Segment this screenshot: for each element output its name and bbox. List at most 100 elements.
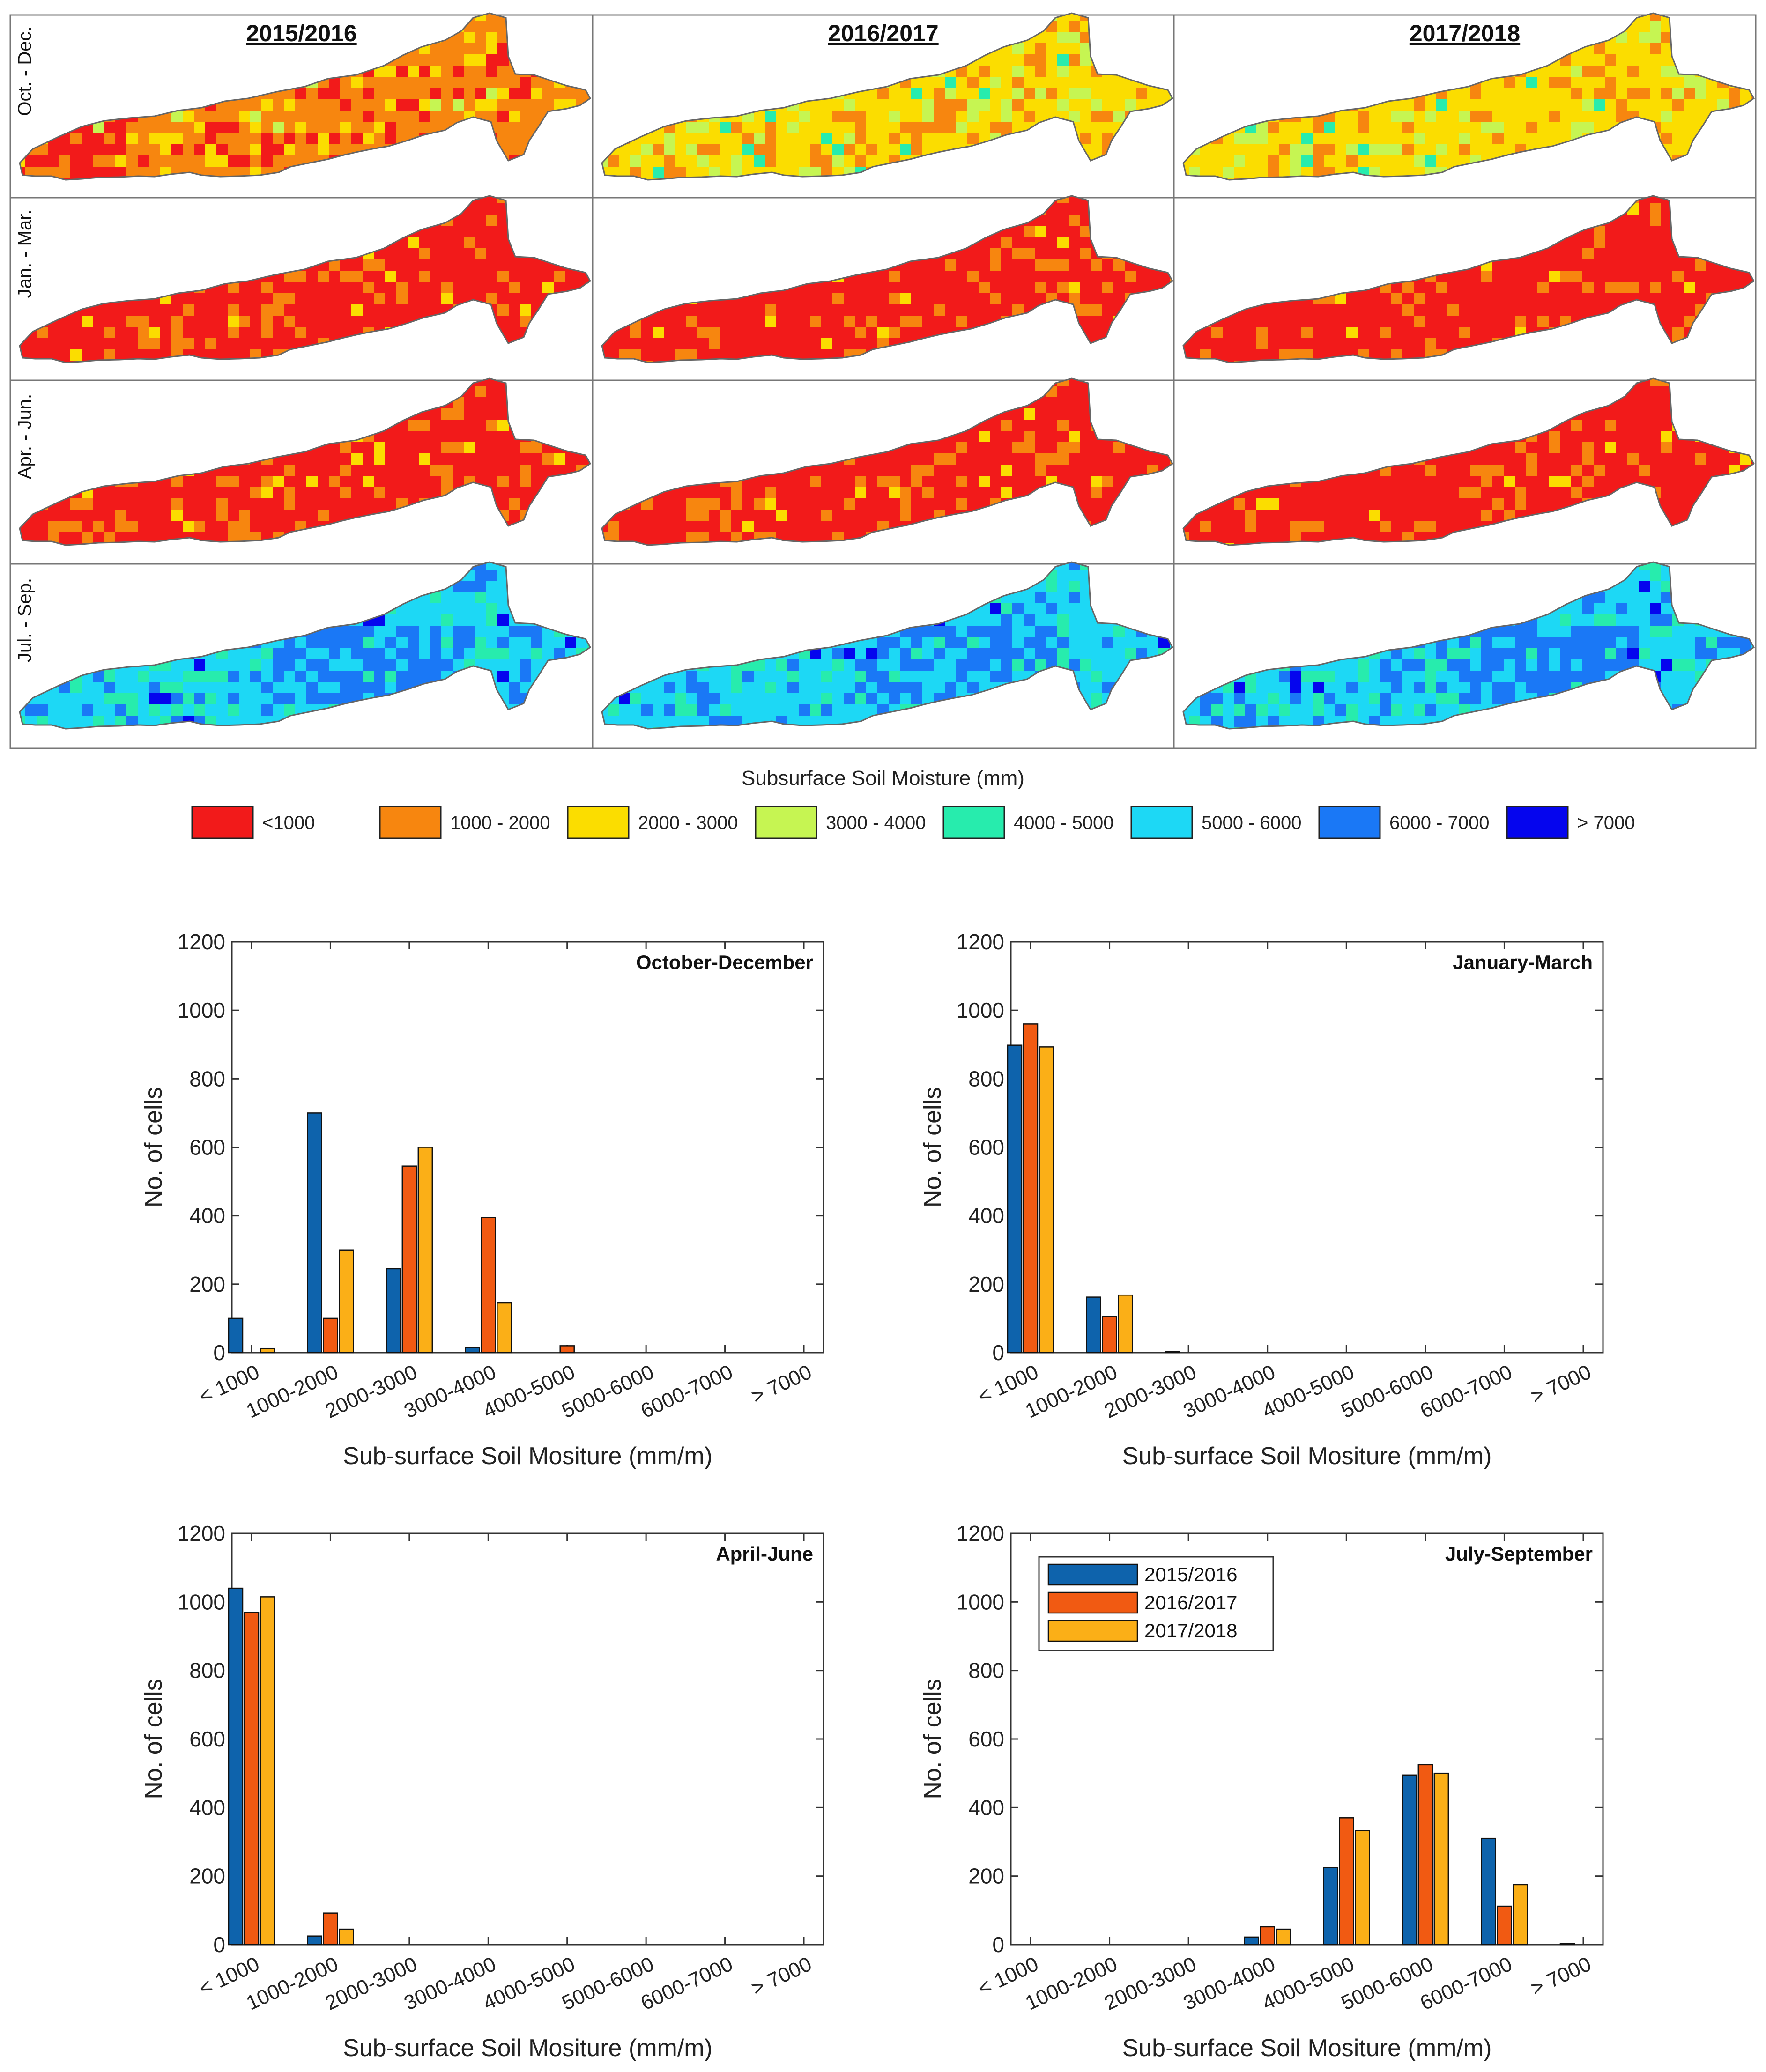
map-cell bbox=[1380, 592, 1391, 603]
map-cell bbox=[653, 248, 664, 259]
map-cell bbox=[1661, 431, 1672, 442]
map-cell bbox=[306, 614, 318, 626]
map-cell bbox=[385, 727, 396, 729]
map-cell bbox=[1594, 237, 1605, 248]
map-cell bbox=[1526, 167, 1537, 178]
map-cell bbox=[273, 648, 284, 659]
map-cell bbox=[1605, 88, 1616, 99]
map-cell bbox=[93, 442, 104, 453]
map-cell bbox=[934, 626, 945, 637]
map-cell bbox=[329, 693, 340, 704]
map-cell bbox=[430, 648, 441, 659]
map-raster bbox=[1183, 378, 1754, 545]
map-cell bbox=[1046, 682, 1057, 693]
map-cell bbox=[1695, 704, 1706, 716]
map-cell bbox=[464, 361, 475, 363]
map-cell bbox=[832, 54, 844, 66]
map-cell bbox=[351, 648, 363, 659]
map-cell bbox=[911, 637, 922, 648]
map-cell bbox=[1170, 259, 1172, 271]
map-cell bbox=[1346, 155, 1358, 167]
map-cell bbox=[1234, 693, 1245, 704]
map-cell bbox=[1616, 704, 1627, 716]
map-cell bbox=[1147, 167, 1158, 178]
map-cell bbox=[664, 682, 675, 693]
map-cell bbox=[464, 581, 475, 592]
map-cell bbox=[306, 397, 318, 408]
map-cell bbox=[48, 66, 59, 77]
map-cell bbox=[306, 659, 318, 671]
map-cell bbox=[205, 88, 216, 99]
map-cell bbox=[340, 682, 351, 693]
map-cell bbox=[754, 66, 765, 77]
map-cell bbox=[686, 510, 697, 521]
map-season-label: Apr. - Jun. bbox=[15, 394, 35, 479]
map-cell bbox=[742, 43, 754, 54]
map-cell bbox=[1594, 648, 1605, 659]
map-cell bbox=[1470, 682, 1481, 693]
map-cell bbox=[171, 716, 183, 727]
map-cell bbox=[104, 682, 115, 693]
map-cell bbox=[576, 543, 587, 545]
map-cell bbox=[531, 510, 542, 521]
map-cell bbox=[945, 77, 956, 88]
map-cell bbox=[1481, 465, 1492, 476]
map-cell bbox=[776, 659, 787, 671]
map-cell bbox=[1301, 637, 1313, 648]
map-cell bbox=[810, 581, 821, 592]
map-cell bbox=[340, 442, 351, 453]
map-cell bbox=[37, 293, 48, 304]
map-cell bbox=[1492, 659, 1504, 671]
map-cell bbox=[351, 167, 363, 178]
map-cell bbox=[1717, 659, 1729, 671]
map-cell bbox=[104, 671, 115, 682]
map-cell bbox=[1481, 408, 1492, 420]
map-cell bbox=[419, 248, 430, 259]
map-cell bbox=[1290, 54, 1301, 66]
map-cell bbox=[82, 167, 93, 178]
map-cell bbox=[1113, 111, 1125, 122]
map-cell bbox=[160, 682, 171, 693]
map-cell bbox=[754, 361, 765, 363]
map-cell bbox=[1571, 420, 1582, 431]
map-cell bbox=[486, 88, 497, 99]
map-cell bbox=[576, 408, 587, 420]
map-cell bbox=[1672, 659, 1684, 671]
map-cell bbox=[126, 476, 138, 487]
map-cell bbox=[1380, 248, 1391, 259]
map-cell bbox=[821, 626, 832, 637]
map-cell bbox=[37, 99, 48, 111]
map-cell bbox=[889, 614, 900, 626]
map-cell bbox=[810, 155, 821, 167]
map-cell bbox=[1402, 659, 1414, 671]
map-cell bbox=[1402, 304, 1414, 316]
map-cell bbox=[1200, 54, 1211, 66]
map-cell bbox=[542, 248, 554, 259]
map-cell bbox=[250, 122, 261, 133]
map-cell bbox=[1470, 581, 1481, 592]
map-cell bbox=[1515, 637, 1526, 648]
map-cell bbox=[787, 682, 799, 693]
map-cell bbox=[340, 155, 351, 167]
map-cell bbox=[59, 271, 70, 282]
bar bbox=[1497, 1905, 1512, 1946]
map-cell bbox=[509, 43, 520, 54]
map-cell bbox=[363, 408, 374, 420]
map-cell bbox=[115, 704, 126, 716]
map-raster bbox=[20, 378, 590, 545]
map-cell bbox=[1012, 498, 1024, 510]
map-cell bbox=[351, 637, 363, 648]
map-cell bbox=[1245, 420, 1256, 431]
map-cell bbox=[1256, 88, 1268, 99]
map-cell bbox=[261, 603, 273, 614]
y-tick-label: 0 bbox=[992, 1932, 1004, 1957]
map-cell bbox=[1402, 77, 1414, 88]
map-season-label: Jul. - Sep. bbox=[15, 578, 35, 662]
map-cell bbox=[273, 304, 284, 316]
map-cell bbox=[149, 592, 160, 603]
map-cell bbox=[318, 510, 329, 521]
map-cell bbox=[486, 99, 497, 111]
map-cell bbox=[82, 54, 93, 66]
map-cell bbox=[250, 727, 261, 729]
map-cell bbox=[1279, 659, 1290, 671]
